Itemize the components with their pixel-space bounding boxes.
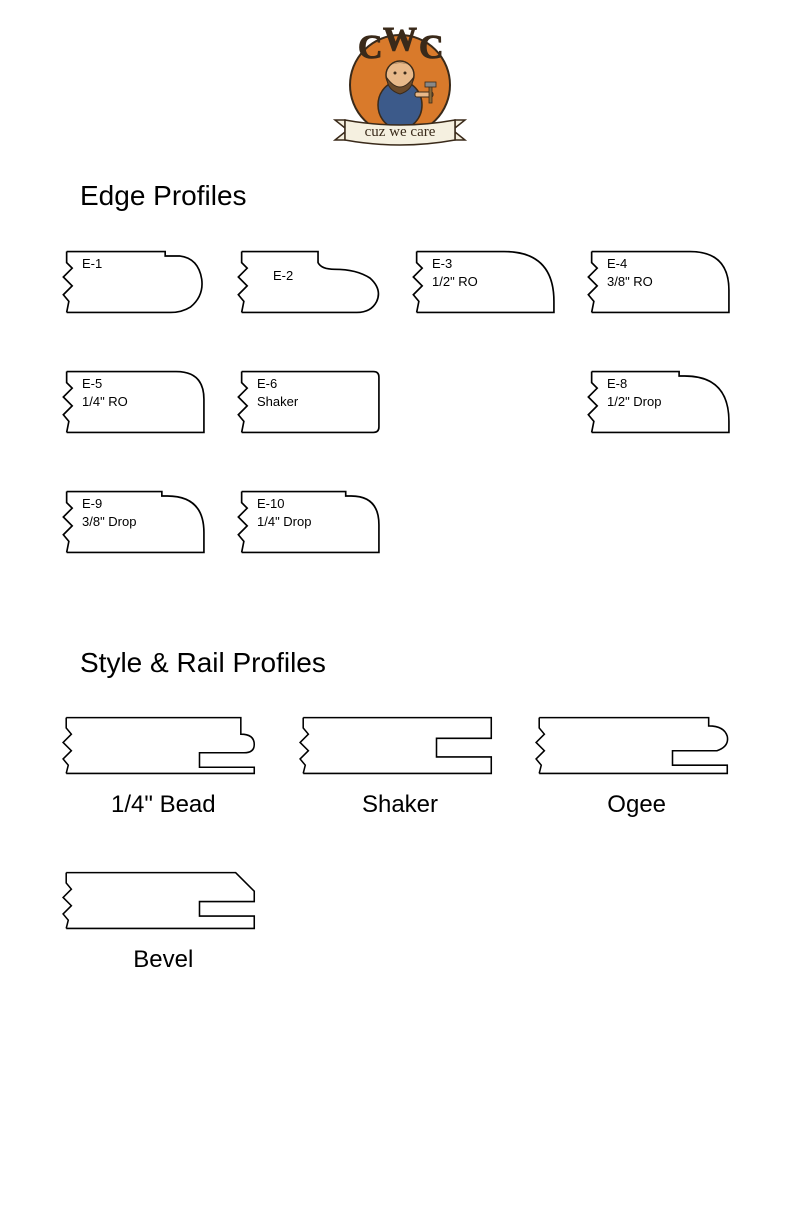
profile-e10-label: E-10 1/4" Drop (257, 495, 311, 530)
profile-e3: E-3 1/2" RO (410, 237, 565, 327)
rail-profiles-title: Style & Rail Profiles (80, 647, 800, 679)
logo-tagline: cuz we care (365, 124, 436, 140)
profile-e4-label: E-4 3/8" RO (607, 255, 653, 290)
rail-shaker-label: Shaker (297, 791, 504, 819)
rail-bead-label: 1/4" Bead (60, 791, 267, 819)
profile-e10: E-10 1/4" Drop (235, 477, 390, 567)
profile-e9-label: E-9 3/8" Drop (82, 495, 136, 530)
rail-shaker: Shaker (297, 704, 504, 819)
profile-e6: E-6 Shaker (235, 357, 390, 447)
profile-e3-label: E-3 1/2" RO (432, 255, 478, 290)
rail-bevel-label: Bevel (60, 946, 267, 974)
rail-bevel: Bevel (60, 859, 267, 974)
profile-e2-label: E-2 (273, 267, 293, 285)
profile-e8-label: E-8 1/2" Drop (607, 375, 661, 410)
rail-profiles-grid: 1/4" Bead Shaker Ogee Bevel (0, 704, 800, 974)
profile-e4: E-4 3/8" RO (585, 237, 740, 327)
rail-ogee: Ogee (533, 704, 740, 819)
profile-e5-label: E-5 1/4" RO (82, 375, 128, 410)
profile-e1: E-1 (60, 237, 215, 327)
rail-ogee-label: Ogee (533, 791, 740, 819)
svg-text:W: W (383, 21, 417, 58)
profile-e5: E-5 1/4" RO (60, 357, 215, 447)
svg-text:C: C (419, 29, 444, 66)
cwc-logo: C W C cuz we care (315, 20, 485, 160)
profile-e8: E-8 1/2" Drop (585, 357, 740, 447)
profile-e9: E-9 3/8" Drop (60, 477, 215, 567)
rail-bead: 1/4" Bead (60, 704, 267, 819)
profile-e1-label: E-1 (82, 255, 102, 273)
profile-e2: E-2 (235, 237, 390, 327)
svg-text:C: C (358, 29, 383, 66)
edge-profiles-grid: E-1 E-2 E-3 1/2" RO E-4 3/8" RO E-5 1/4"… (0, 237, 800, 567)
profile-e6-label: E-6 Shaker (257, 375, 298, 410)
edge-profiles-title: Edge Profiles (80, 180, 800, 212)
